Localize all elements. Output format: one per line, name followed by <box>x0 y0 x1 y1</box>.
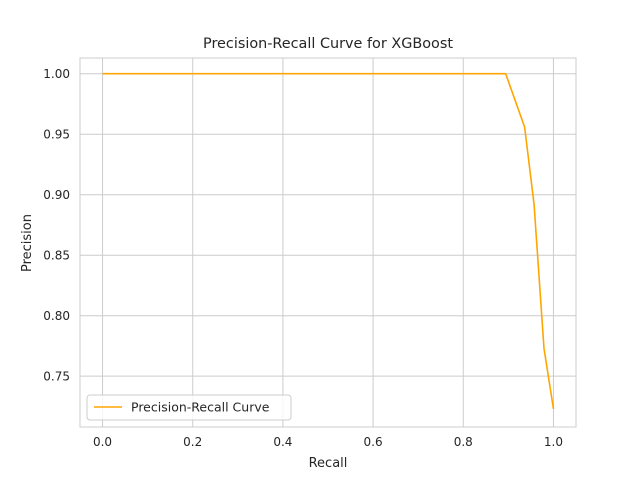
chart-title: Precision-Recall Curve for XGBoost <box>203 36 453 52</box>
x-tick-label: 0.0 <box>93 435 112 449</box>
x-axis-label: Recall <box>309 456 348 471</box>
y-tick-label: 0.80 <box>43 309 70 323</box>
y-axis-label: Precision <box>20 214 35 272</box>
y-tick-label: 0.75 <box>43 370 70 384</box>
y-tick-label: 0.95 <box>43 128 70 142</box>
y-tick-label: 0.90 <box>43 188 70 202</box>
series-layer <box>102 72 555 409</box>
y-axis-ticks: 0.75 0.80 0.85 0.90 0.95 1.00 <box>43 67 70 383</box>
x-tick-label: 0.2 <box>183 435 202 449</box>
grid-lines <box>80 58 576 427</box>
x-tick-label: 0.6 <box>364 435 383 449</box>
legend-box <box>86 394 292 421</box>
y-tick-label: 0.85 <box>43 249 70 263</box>
x-tick-label: 0.4 <box>273 435 292 449</box>
x-tick-label: 1.0 <box>544 435 563 449</box>
plot-area-border <box>79 57 577 428</box>
series-line-0 <box>102 72 555 409</box>
x-axis-ticks: 0.0 0.2 0.4 0.6 0.8 1.0 <box>93 435 563 449</box>
legend: Precision-Recall Curve <box>86 394 292 421</box>
legend-entry-label: Precision-Recall Curve <box>131 400 270 415</box>
x-tick-label: 0.8 <box>454 435 473 449</box>
y-tick-label: 1.00 <box>43 67 70 81</box>
